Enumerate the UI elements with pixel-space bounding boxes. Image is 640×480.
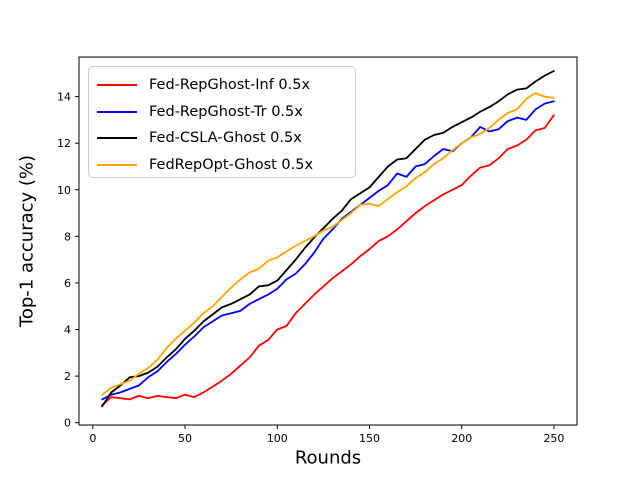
series-line-fedrepopt-ghost-0-5x	[101, 92, 555, 396]
x-axis-label: Rounds	[294, 447, 362, 469]
y-tick-label: 8	[64, 230, 71, 243]
legend-item-fedrepopt-ghost: FedRepOpt-Ghost 0.5x	[97, 152, 355, 179]
x-tick-label: 250	[543, 432, 564, 445]
x-tick-label: 200	[451, 432, 472, 445]
series-line-fed-repghost-tr-0-5x	[101, 100, 555, 401]
y-tick-label: 0	[64, 417, 71, 430]
x-tick-label: 0	[89, 432, 96, 445]
legend-line-swatch	[97, 84, 137, 87]
series-line-fed-csla-ghost-0-5x	[101, 70, 555, 408]
legend-line-swatch	[97, 137, 137, 140]
legend-item-fed-repghost-inf: Fed-RepGhost-Inf 0.5x	[97, 72, 355, 99]
series-line-fed-repghost-inf-0-5x	[101, 114, 555, 407]
legend-label: Fed-CSLA-Ghost 0.5x	[149, 130, 302, 147]
y-axis-label: Top-1 accuracy (%)	[16, 154, 38, 328]
y-tick-label: 2	[64, 370, 71, 383]
legend-line-swatch	[97, 110, 137, 113]
legend-label: Fed-RepGhost-Tr 0.5x	[149, 103, 303, 120]
legend-line-swatch	[97, 163, 137, 166]
legend-item-fed-csla-ghost: Fed-CSLA-Ghost 0.5x	[97, 125, 355, 152]
y-tick-label: 4	[64, 324, 71, 337]
x-tick-label: 100	[267, 432, 288, 445]
y-tick-label: 10	[57, 184, 71, 197]
legend-item-fed-repghost-tr: Fed-RepGhost-Tr 0.5x	[97, 99, 355, 126]
y-tick-label: 12	[57, 137, 71, 150]
y-tick-label: 6	[64, 277, 71, 290]
axes-spines	[78, 56, 578, 426]
legend-label: Fed-RepGhost-Inf 0.5x	[149, 77, 311, 94]
y-tick-label: 14	[57, 91, 71, 104]
x-tick-label: 50	[178, 432, 192, 445]
legend: Fed-RepGhost-Inf 0.5x Fed-RepGhost-Tr 0.…	[88, 66, 356, 178]
legend-label: FedRepOpt-Ghost 0.5x	[149, 156, 314, 173]
x-tick-label: 150	[359, 432, 380, 445]
